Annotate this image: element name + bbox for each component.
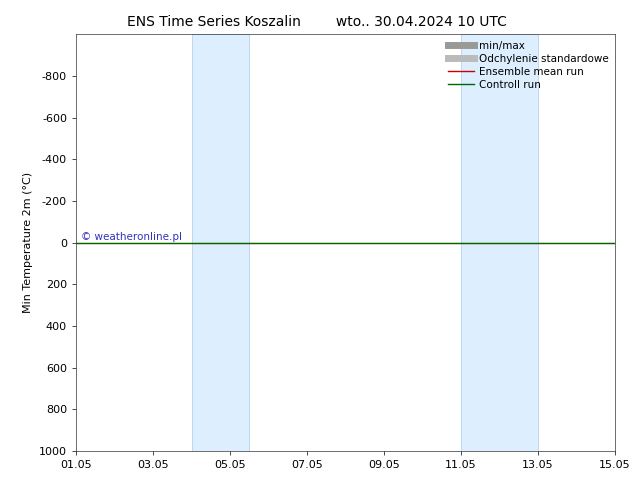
Text: © weatheronline.pl: © weatheronline.pl <box>81 232 183 243</box>
Legend: min/max, Odchylenie standardowe, Ensemble mean run, Controll run: min/max, Odchylenie standardowe, Ensembl… <box>444 36 613 94</box>
Y-axis label: Min Temperature 2m (°C): Min Temperature 2m (°C) <box>23 172 34 313</box>
Bar <box>461 34 538 451</box>
Bar <box>191 34 249 451</box>
Text: ENS Time Series Koszalin        wto.. 30.04.2024 10 UTC: ENS Time Series Koszalin wto.. 30.04.202… <box>127 15 507 29</box>
